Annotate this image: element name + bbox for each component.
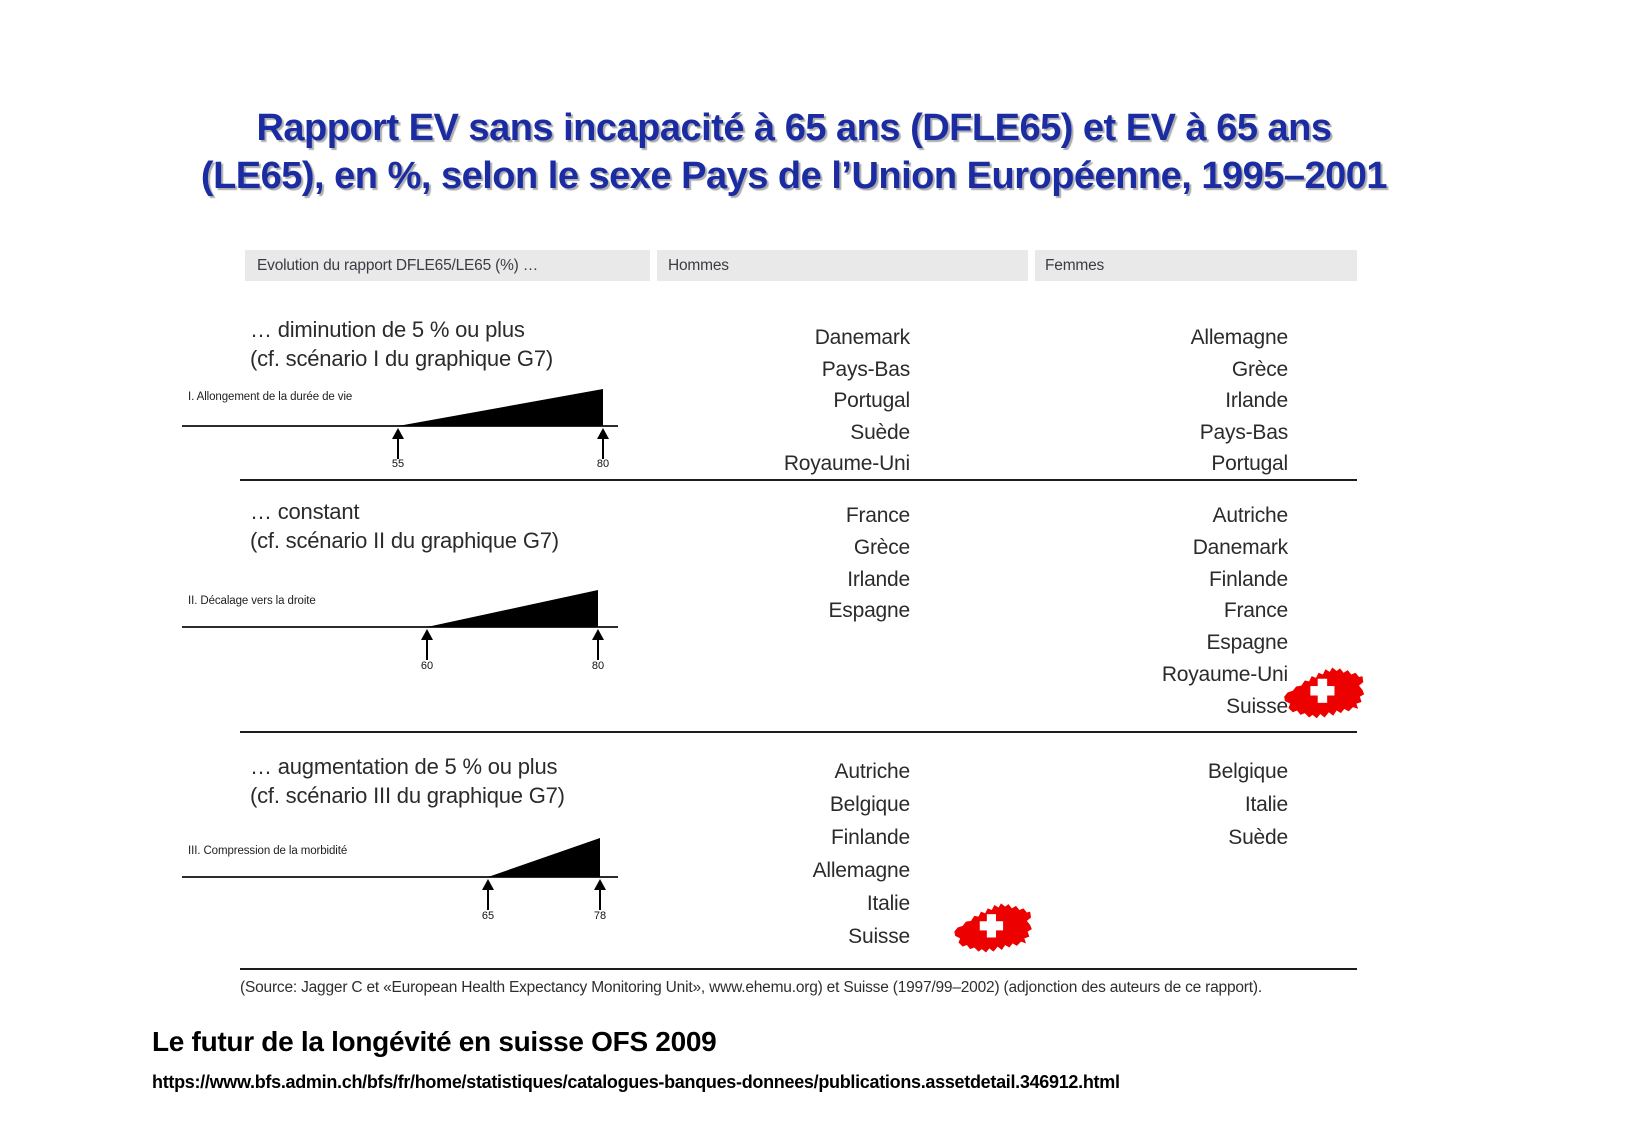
country-item: Portugal — [833, 389, 910, 412]
row1-description: … diminution de 5 % ou plus (cf. scénari… — [250, 316, 553, 373]
country-item: Autriche — [834, 760, 911, 783]
row3-hommes-list: Autriche Belgique Finlande Allemagne Italie S… — [657, 755, 911, 953]
up-arrow-icon — [421, 629, 433, 660]
up-arrow-icon — [597, 428, 609, 459]
row-separator — [240, 731, 1357, 733]
country-item: Suisse — [1226, 694, 1288, 718]
country-item: Autriche — [1212, 504, 1289, 527]
country-item: Danemark — [814, 326, 910, 349]
table-header-femmes: Femmes — [1035, 250, 1357, 281]
country-item: Allemagne — [812, 859, 911, 882]
tick-label-end: 80 — [596, 458, 610, 470]
tick-label-start: 60 — [420, 660, 434, 672]
country-item: Belgique — [829, 793, 910, 816]
country-item: Pays-Bas — [821, 357, 910, 381]
country-item: Irlande — [1225, 389, 1288, 412]
country-item: Grèce — [853, 535, 910, 559]
source-note: (Source: Jagger C et «European Health Ex… — [240, 979, 1262, 996]
up-arrow-icon — [482, 879, 494, 910]
country-item: France — [845, 504, 910, 527]
country-item: Irlande — [847, 567, 910, 591]
scenario-2-graphic — [182, 590, 618, 660]
tick-label-start: 65 — [481, 910, 495, 922]
up-arrow-icon — [594, 879, 606, 910]
tick-label-end: 80 — [591, 660, 605, 672]
country-item: France — [1223, 599, 1288, 623]
table-bottom-rule — [240, 968, 1357, 970]
switzerland-map-icon — [948, 900, 1034, 960]
scenario-3-graphic — [182, 838, 618, 910]
row1-femmes-list: Allemagne Grèce Irlande Pays-Bas Portugal — [1035, 322, 1289, 480]
slide-title-line2: (LE65), en %, selon le sexe Pays de l’Un… — [200, 155, 1388, 197]
country-item: Pays-Bas — [1199, 420, 1288, 444]
row3-description: … augmentation de 5 % ou plus (cf. scéna… — [250, 753, 565, 810]
table-header-hommes: Hommes — [657, 250, 1028, 281]
header-evolution-label: Evolution du rapport DFLE65/LE65 (%) … — [257, 256, 539, 274]
country-item: Suède — [1228, 826, 1288, 849]
country-item: Suisse — [848, 925, 910, 948]
scenario-1-graphic — [182, 389, 618, 459]
country-item: Suède — [850, 420, 910, 444]
slide-title-line1: Rapport EV sans incapacité à 65 ans (DFL… — [256, 107, 1332, 149]
row2-hommes-list: France Grèce Irlande Espagne — [657, 500, 910, 627]
scenario-2-diagram: II. Décalage vers la droite 60 80 — [180, 585, 630, 699]
country-item: Royaume-Uni — [1161, 662, 1288, 686]
row3-desc-line2: (cf. scénario III du graphique G7) — [250, 782, 565, 808]
country-item: Danemark — [1192, 535, 1288, 559]
switzerland-map-icon — [1279, 664, 1365, 726]
footer-url: https://www.bfs.admin.ch/bfs/fr/home/sta… — [152, 1072, 1120, 1092]
tick-label-end: 78 — [593, 910, 607, 922]
header-hommes-label: Hommes — [668, 256, 729, 274]
header-femmes-label: Femmes — [1045, 256, 1105, 274]
row2-desc-line1: … constant — [250, 499, 360, 524]
scenario-3-label: III. Compression de la morbidité — [188, 845, 348, 857]
country-item: Italie — [866, 892, 910, 915]
country-item: Belgique — [1207, 760, 1288, 783]
scenario-wedge — [427, 590, 598, 627]
country-item: Espagne — [1206, 631, 1288, 655]
table-header-evolution: Evolution du rapport DFLE65/LE65 (%) … — [245, 250, 650, 281]
scenario-1-diagram: I. Allongement de la durée de vie 55 80 — [180, 383, 630, 497]
row2-desc-line2: (cf. scénario II du graphique G7) — [250, 527, 559, 553]
row-separator — [240, 479, 1357, 481]
scenario-wedge — [398, 389, 603, 426]
row2-femmes-list: Autriche Danemark Finlande France Espagne Roy… — [1035, 500, 1288, 723]
tick-label-start: 55 — [391, 458, 405, 470]
row3-femmes-list: Belgique Italie Suède — [1035, 755, 1288, 854]
row1-hommes-list: Danemark Pays-Bas Portugal Suède Royaume-Uni — [657, 322, 910, 480]
row1-desc-line1: … diminution de 5 % ou plus — [250, 317, 525, 342]
country-item: Finlande — [831, 826, 910, 849]
up-arrow-icon — [392, 428, 404, 459]
scenario-2-label: II. Décalage vers la droite — [188, 595, 316, 607]
slide-title: Rapport EV sans incapacité à 65 ans (DFL… — [0, 104, 1588, 200]
row2-description: … constant (cf. scénario II du graphique… — [250, 498, 559, 555]
scenario-3-diagram: III. Compression de la morbidité 65 78 — [180, 835, 630, 949]
country-item: Italie — [1244, 793, 1288, 816]
row1-desc-line2: (cf. scénario I du graphique G7) — [250, 345, 553, 371]
row3-desc-line1: … augmentation de 5 % ou plus — [250, 754, 558, 779]
country-item: Portugal — [1211, 452, 1288, 475]
country-item: Royaume-Uni — [783, 452, 910, 475]
up-arrow-icon — [592, 629, 604, 660]
scenario-wedge — [488, 838, 600, 877]
country-item: Finlande — [1209, 567, 1288, 591]
country-item: Espagne — [828, 599, 910, 623]
country-item: Allemagne — [1190, 326, 1289, 349]
footer-heading: Le futur de la longévité en suisse OFS 2… — [152, 1026, 717, 1057]
scenario-1-label: I. Allongement de la durée de vie — [188, 391, 353, 403]
country-item: Grèce — [1231, 357, 1288, 381]
